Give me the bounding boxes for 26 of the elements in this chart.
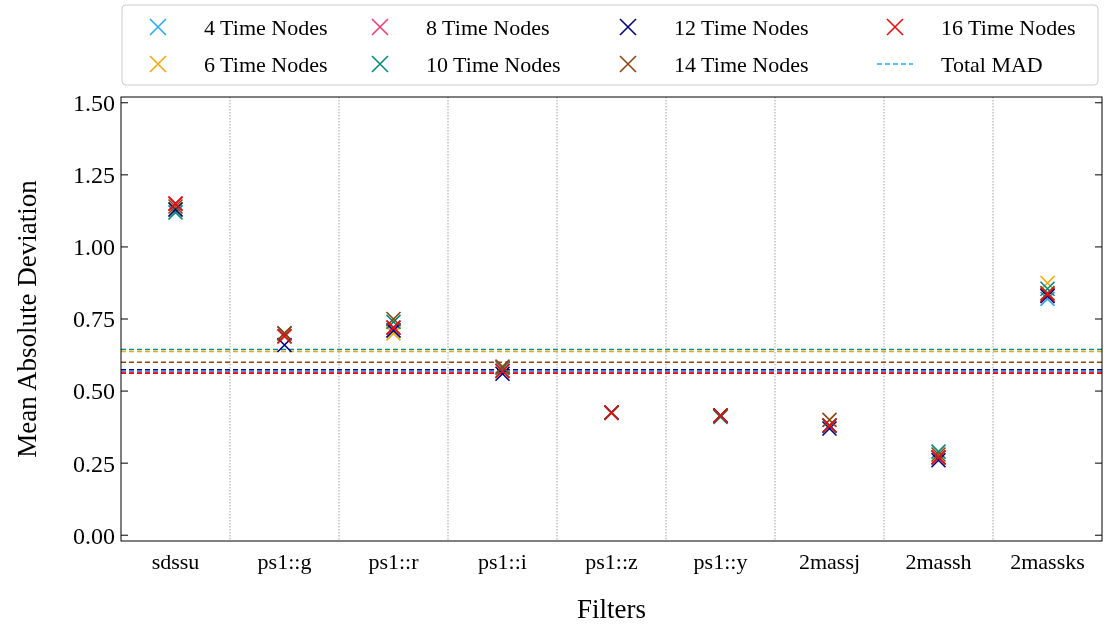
y-tick-label: 1.00 [73, 234, 115, 261]
y-tick-label: 1.25 [73, 162, 115, 189]
y-axis-title: Mean Absolute Deviation [12, 179, 42, 458]
legend-label: 12 Time Nodes [674, 14, 809, 40]
legend-label: 6 Time Nodes [204, 51, 328, 77]
x-axis-title: Filters [576, 594, 647, 624]
x-tick-label: ps1::z [585, 549, 638, 574]
legend-label: 4 Time Nodes [204, 14, 328, 40]
legend-label: Total MAD [941, 51, 1043, 77]
x-tick-label: ps1::i [478, 549, 527, 574]
x-tick-label: ps1::g [257, 549, 312, 574]
y-tick-label: 0.00 [73, 522, 115, 549]
x-tick-label: 2massks [1010, 549, 1085, 574]
legend-label: 16 Time Nodes [941, 14, 1076, 40]
y-tick-label: 0.25 [73, 450, 115, 477]
x-tick-label: sdssu [151, 549, 200, 574]
x-tick-label: 2massj [798, 549, 861, 574]
legend-label: 14 Time Nodes [674, 51, 809, 77]
y-tick-label: 0.75 [73, 306, 115, 333]
legend-label: 8 Time Nodes [426, 14, 550, 40]
x-tick-label: 2massh [905, 549, 972, 574]
legend-label: 10 Time Nodes [426, 51, 561, 77]
y-tick-label: 1.50 [73, 90, 115, 117]
x-tick-label: ps1::y [693, 549, 748, 574]
x-tick-label: ps1::r [368, 549, 420, 574]
y-tick-label: 0.50 [73, 378, 115, 405]
